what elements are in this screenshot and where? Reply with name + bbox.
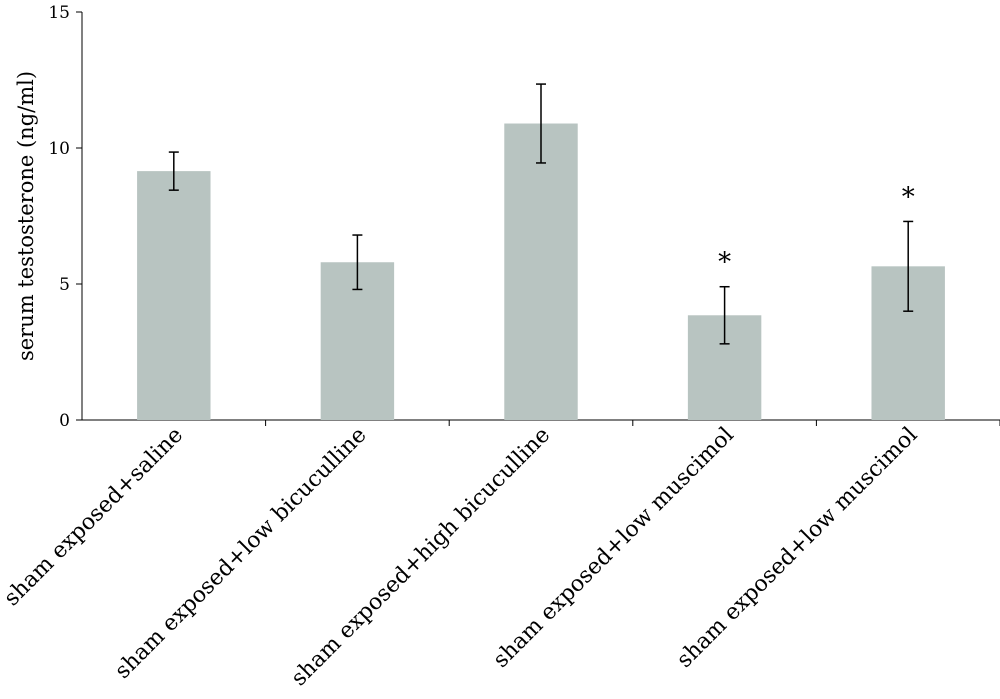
error-bar xyxy=(903,220,914,312)
error-bar xyxy=(168,151,179,191)
x-ticks xyxy=(265,420,1000,426)
error-bar xyxy=(352,234,363,291)
error-bars xyxy=(168,83,914,345)
category-label: sham exposed+saline xyxy=(0,423,188,612)
error-bar xyxy=(719,285,730,345)
y-tick-label: 10 xyxy=(48,139,70,159)
y-ticks: 0 5 10 15 xyxy=(48,3,82,431)
y-tick-label: 15 xyxy=(48,3,70,23)
bars xyxy=(137,123,945,421)
significance-asterisk: * xyxy=(718,248,731,278)
significance-asterisk: * xyxy=(902,182,915,212)
bar xyxy=(504,123,578,421)
significance-markers: ** xyxy=(718,182,915,277)
y-tick-label: 5 xyxy=(59,275,70,295)
error-bar xyxy=(536,83,546,164)
bar xyxy=(137,171,211,420)
y-tick-label: 0 xyxy=(59,411,70,431)
y-axis-label: serum testosterone (ng/ml) xyxy=(14,71,38,361)
y-axis: serum testosterone (ng/ml) xyxy=(14,12,83,420)
